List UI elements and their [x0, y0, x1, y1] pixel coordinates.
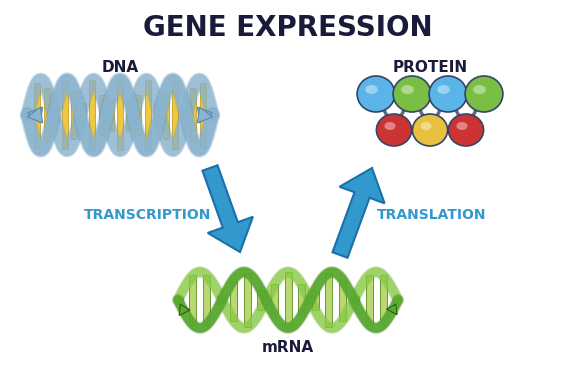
Polygon shape — [179, 304, 190, 315]
Bar — [62, 81, 68, 149]
Polygon shape — [198, 107, 213, 123]
Ellipse shape — [365, 85, 378, 94]
Bar — [191, 88, 196, 142]
Bar — [98, 95, 105, 135]
Bar — [176, 297, 183, 303]
Ellipse shape — [465, 76, 503, 112]
Bar — [135, 95, 141, 135]
Bar — [163, 91, 169, 139]
Text: TRANSLATION: TRANSLATION — [377, 208, 487, 222]
Text: GENE EXPRESSION: GENE EXPRESSION — [143, 14, 433, 42]
Bar — [353, 296, 359, 304]
Bar — [325, 273, 332, 327]
Bar — [366, 275, 373, 325]
Ellipse shape — [448, 114, 484, 146]
Bar — [126, 99, 132, 131]
Ellipse shape — [429, 76, 467, 112]
Text: mRNA: mRNA — [262, 341, 314, 356]
Ellipse shape — [393, 76, 431, 112]
Polygon shape — [28, 107, 43, 123]
Text: TRANSCRIPTION: TRANSCRIPTION — [84, 208, 212, 222]
Bar — [89, 80, 96, 150]
Bar — [393, 297, 400, 303]
Bar — [285, 272, 291, 328]
Polygon shape — [386, 304, 397, 314]
Ellipse shape — [473, 85, 486, 94]
Text: PROTEIN: PROTEIN — [392, 61, 468, 76]
Ellipse shape — [412, 114, 448, 146]
Bar — [257, 290, 264, 310]
Bar — [25, 112, 31, 118]
Bar — [117, 80, 123, 150]
Polygon shape — [28, 107, 43, 123]
Ellipse shape — [456, 122, 468, 130]
Ellipse shape — [437, 85, 450, 94]
Ellipse shape — [420, 122, 431, 130]
Bar — [154, 103, 160, 127]
Bar — [271, 284, 278, 316]
Bar — [80, 103, 86, 127]
Bar — [203, 275, 210, 325]
Bar — [53, 108, 59, 122]
Ellipse shape — [376, 114, 412, 146]
Bar — [209, 112, 215, 118]
Bar — [380, 275, 386, 324]
Bar — [230, 279, 237, 321]
Text: DNA: DNA — [101, 61, 139, 76]
Bar — [181, 108, 187, 122]
Ellipse shape — [401, 85, 414, 94]
Bar — [71, 91, 77, 139]
Ellipse shape — [384, 122, 396, 130]
Ellipse shape — [357, 76, 395, 112]
Bar — [244, 273, 251, 327]
Bar — [35, 83, 40, 147]
Bar — [108, 99, 114, 131]
Polygon shape — [332, 168, 385, 258]
Bar — [190, 275, 196, 324]
Bar — [217, 296, 223, 304]
Polygon shape — [203, 165, 253, 252]
Polygon shape — [198, 107, 213, 123]
Bar — [339, 279, 346, 321]
Bar — [172, 81, 178, 149]
Bar — [200, 83, 206, 147]
Bar — [145, 80, 150, 150]
Bar — [298, 284, 305, 316]
Bar — [44, 88, 50, 142]
Bar — [312, 290, 319, 310]
